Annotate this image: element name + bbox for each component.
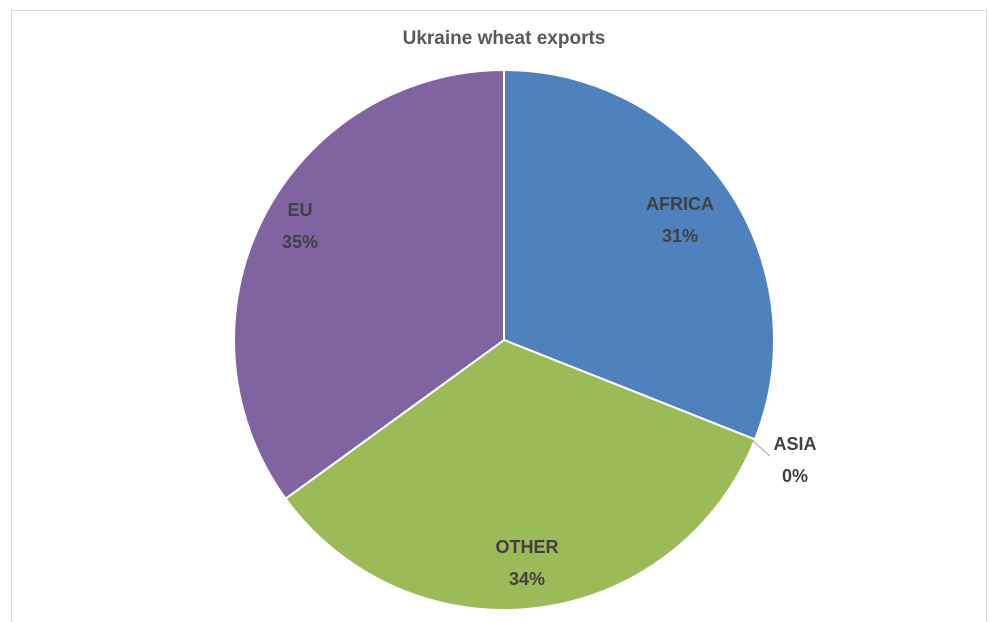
slice-label-value-asia: 0% [782, 466, 808, 486]
slice-label-name-eu: EU [287, 200, 312, 220]
pie-slices [233, 68, 775, 612]
slice-label-value-other: 34% [509, 569, 545, 589]
pie-slice-africa [503, 68, 775, 441]
slice-label-value-africa: 31% [662, 226, 698, 246]
slice-label-name-asia: ASIA [773, 434, 816, 454]
slice-labels: AFRICA 31% ASIA 0% OTHER 34% EU 35% [282, 194, 817, 589]
pie-slice-other [284, 338, 757, 612]
leader-line-asia [751, 439, 771, 457]
slice-label-name-other: OTHER [496, 537, 559, 557]
pie-slice-eu [233, 68, 505, 501]
slice-label-value-eu: 35% [282, 232, 318, 252]
slice-label-name-africa: AFRICA [646, 194, 714, 214]
chart-title: Ukraine wheat exports [403, 28, 606, 49]
leader-lines [751, 439, 771, 457]
